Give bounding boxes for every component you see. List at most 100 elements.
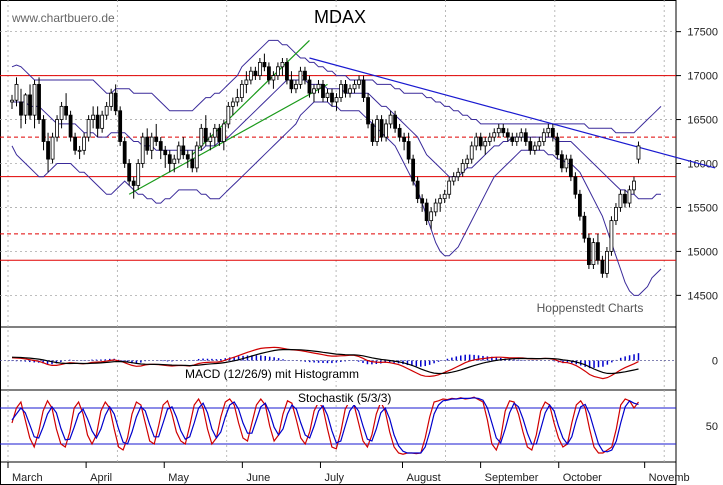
candle-body <box>14 83 19 101</box>
candle-body <box>230 101 235 107</box>
candle-body <box>271 75 276 81</box>
price-tick-label: 17000 <box>687 71 718 83</box>
candle-body <box>411 158 416 182</box>
bollinger-upper-line <box>11 39 662 134</box>
candle-body <box>352 83 357 90</box>
candle-body <box>460 163 465 173</box>
stochastic-pct-d-line <box>11 397 639 454</box>
candle-body <box>50 136 55 160</box>
candle-body <box>285 62 289 81</box>
candle-body <box>605 251 609 274</box>
candle-body <box>587 237 591 265</box>
candle-body <box>23 94 28 116</box>
candle-body <box>339 83 343 98</box>
candle-body <box>393 114 397 129</box>
candle-body <box>424 202 429 222</box>
candle-body <box>325 92 330 98</box>
price-tick-label: 14500 <box>687 290 718 302</box>
candle-body <box>514 136 519 142</box>
candle-body <box>366 97 370 125</box>
price-tick-label: 15000 <box>687 246 718 258</box>
macd-tick-label: 0 <box>712 356 718 368</box>
candle-body <box>501 127 506 134</box>
month-label: April <box>90 472 112 484</box>
candle-body <box>375 119 379 142</box>
candle-body <box>77 149 82 152</box>
candle-body <box>465 158 470 164</box>
source-note: Hoppenstedt Charts <box>537 301 644 315</box>
candle-body <box>632 180 636 191</box>
candle-body <box>433 202 438 213</box>
candle-body <box>469 145 474 160</box>
candle-body <box>402 136 407 142</box>
macd-title: MACD (12/26/9) mit Histogramm <box>185 367 359 381</box>
candle-body <box>253 70 258 76</box>
candle-body <box>276 66 280 76</box>
candle-body <box>519 132 524 138</box>
candle-body <box>86 119 91 138</box>
trend-channel-lower-line <box>128 83 328 195</box>
candle-body <box>176 145 181 160</box>
candle-body <box>267 66 271 81</box>
month-label: May <box>168 472 189 484</box>
candle-body <box>388 114 393 125</box>
candle-body <box>194 145 199 169</box>
candle-body <box>46 141 50 160</box>
candle-body <box>226 105 231 125</box>
candle-body <box>55 119 59 138</box>
candle-body <box>546 127 551 134</box>
price-tick-label: 17500 <box>687 27 718 39</box>
candle-body <box>614 207 618 222</box>
month-label: October <box>563 472 602 484</box>
month-label: August <box>406 472 440 484</box>
month-label: March <box>12 472 43 484</box>
candle-body <box>100 114 105 129</box>
downtrend-lineline <box>309 57 716 169</box>
price-panel <box>0 39 716 296</box>
candle-body <box>181 145 186 156</box>
candle-body <box>357 79 361 85</box>
candle-body <box>149 136 154 151</box>
candle-body <box>474 136 479 147</box>
candle-body <box>185 154 190 160</box>
candle-body <box>28 94 32 116</box>
candle-body <box>136 163 141 186</box>
macd-panel <box>0 346 676 380</box>
candle-body <box>122 141 127 164</box>
candle-body <box>298 70 303 85</box>
candle-body <box>496 127 501 134</box>
candle-body <box>596 242 600 261</box>
stochastic-panel <box>0 396 676 455</box>
label-backdrop <box>183 367 362 381</box>
candle-body <box>212 127 217 138</box>
candle-body <box>109 92 114 107</box>
candle-body <box>564 158 569 169</box>
candle-body <box>415 180 420 200</box>
candle-body <box>172 158 177 164</box>
candle-body <box>343 83 348 94</box>
candle-body <box>568 158 573 178</box>
label-backdrop <box>296 391 394 405</box>
candle-body <box>64 105 68 116</box>
candle-body <box>447 180 452 195</box>
candle-body <box>438 198 443 204</box>
candle-body <box>199 127 204 147</box>
trend-channel-upper-line <box>191 40 310 156</box>
candle-body <box>330 92 334 103</box>
candle-body <box>294 83 298 90</box>
candle-body <box>221 123 226 142</box>
candle-body <box>483 141 488 147</box>
candle-body <box>127 163 132 182</box>
month-label: September <box>485 472 539 484</box>
candle-body <box>559 154 564 169</box>
time-axis: March April May June July August September Octo… <box>7 462 690 484</box>
stochastic-tick-label: 50 <box>706 421 718 433</box>
candle-body <box>91 114 96 120</box>
candle-body <box>10 99 14 103</box>
candle-body <box>487 136 492 142</box>
candle-body <box>73 136 77 151</box>
candle-body <box>582 215 587 239</box>
candle-body <box>370 123 375 142</box>
